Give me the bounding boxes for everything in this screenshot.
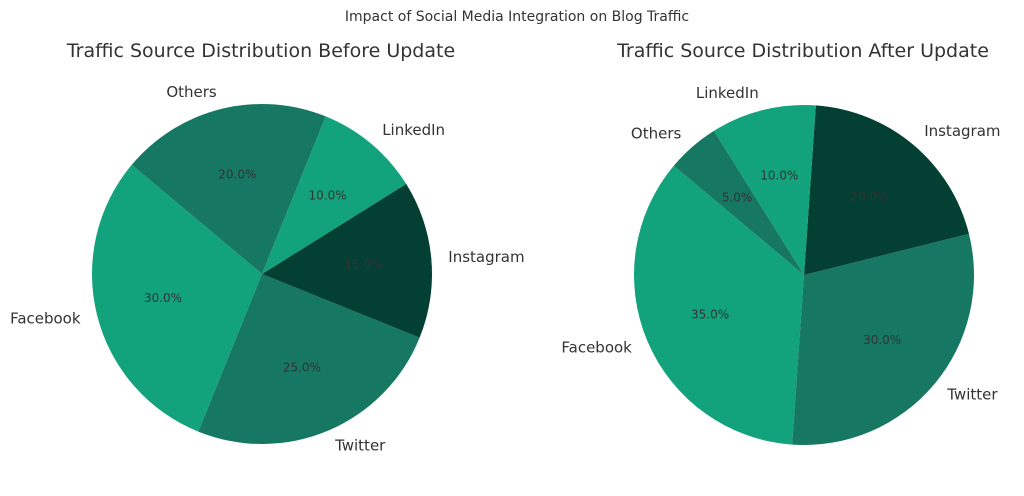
pie-slice-facebook bbox=[91, 164, 262, 432]
pie-slice-linkedin bbox=[713, 105, 816, 275]
percent-label-others: 20.0% bbox=[218, 168, 256, 182]
percent-label-twitter: 30.0% bbox=[863, 333, 901, 347]
category-label-twitter: Twitter bbox=[946, 386, 998, 404]
percent-label-facebook: 30.0% bbox=[144, 291, 182, 305]
category-label-instagram: Instagram bbox=[924, 122, 1000, 140]
pie-slice-linkedin bbox=[262, 116, 407, 274]
pie-slice-instagram bbox=[262, 183, 433, 338]
pie-chart-before: Traffic Source Distribution Before Updat… bbox=[10, 40, 525, 455]
category-label-instagram: Instagram bbox=[448, 248, 524, 266]
pie-slice-twitter bbox=[792, 233, 974, 445]
percent-label-instagram: 15.0% bbox=[345, 258, 383, 272]
percent-label-linkedin: 10.0% bbox=[309, 188, 347, 202]
category-label-linkedin: LinkedIn bbox=[696, 84, 759, 102]
figure-suptitle: Impact of Social Media Integration on Bl… bbox=[345, 9, 689, 25]
pie-slice-instagram bbox=[804, 105, 969, 275]
category-label-linkedin: LinkedIn bbox=[382, 121, 445, 139]
category-label-twitter: Twitter bbox=[334, 437, 386, 455]
category-label-facebook: Facebook bbox=[561, 339, 632, 357]
pie-slice-others bbox=[673, 130, 804, 275]
chart-title-after: Traffic Source Distribution After Update bbox=[616, 40, 989, 62]
percent-label-twitter: 25.0% bbox=[283, 360, 321, 374]
percent-label-others: 5.0% bbox=[722, 191, 753, 205]
pie-slice-facebook bbox=[634, 165, 804, 445]
category-label-facebook: Facebook bbox=[10, 310, 81, 328]
pie-slice-twitter bbox=[198, 274, 420, 445]
chart-title-before: Traffic Source Distribution Before Updat… bbox=[66, 40, 455, 62]
pie-slice-others bbox=[131, 103, 326, 274]
percent-label-instagram: 20.0% bbox=[851, 189, 889, 203]
percent-label-linkedin: 10.0% bbox=[760, 169, 798, 183]
percent-label-facebook: 35.0% bbox=[691, 307, 729, 321]
pie-chart-after: Traffic Source Distribution After Update… bbox=[561, 40, 1001, 445]
category-label-others: Others bbox=[166, 83, 217, 101]
category-label-others: Others bbox=[631, 124, 682, 142]
